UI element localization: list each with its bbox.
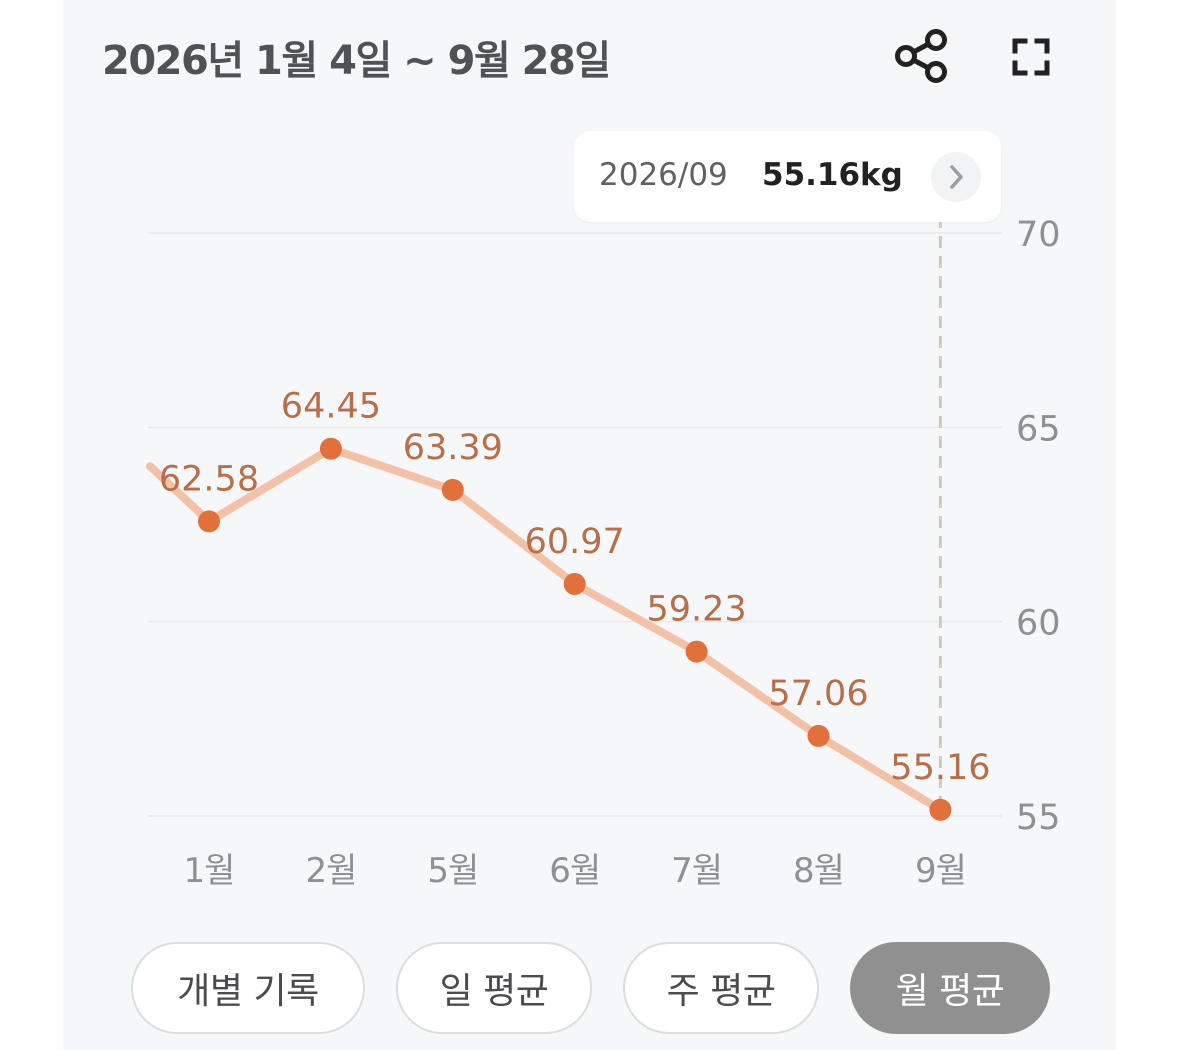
x-tick-label: 7월 — [671, 851, 722, 891]
data-label: 64.45 — [281, 387, 381, 427]
data-point — [685, 640, 708, 663]
data-point — [198, 510, 220, 533]
x-tick-label: 1월 — [184, 851, 235, 891]
data-point — [929, 798, 952, 821]
data-point — [807, 724, 830, 747]
x-tick-label: 5월 — [427, 851, 478, 891]
date-range-title: 2026년 1월 4일 ~ 9월 28일 — [102, 38, 611, 84]
share-button[interactable] — [890, 24, 954, 88]
tab-daily-average[interactable]: 일 평균 — [396, 942, 592, 1034]
selected-value-tooltip: 2026/09 55.16kg — [574, 131, 1001, 222]
chevron-right-icon — [950, 165, 963, 189]
tooltip-detail-button[interactable] — [931, 152, 981, 202]
x-tick-label: 2월 — [305, 851, 356, 891]
data-label: 63.39 — [403, 428, 503, 468]
tab-weekly-average[interactable]: 주 평균 — [623, 942, 819, 1034]
tab-monthly-average[interactable]: 월 평균 — [850, 942, 1050, 1034]
y-tick-label: 55 — [1016, 798, 1061, 838]
y-tick-label: 70 — [1016, 215, 1061, 255]
share-icon — [895, 29, 947, 83]
data-label: 60.97 — [525, 522, 625, 562]
data-label: 57.06 — [768, 674, 868, 714]
x-tick-label: 8월 — [793, 851, 844, 891]
data-label: 62.58 — [159, 459, 259, 499]
data-label: 59.23 — [646, 590, 746, 630]
tab-individual-records[interactable]: 개별 기록 — [131, 942, 365, 1034]
series-line — [146, 444, 945, 814]
tooltip-date: 2026/09 — [599, 157, 728, 193]
y-tick-label: 65 — [1016, 409, 1061, 449]
fullscreen-button[interactable] — [1002, 28, 1060, 86]
data-point — [319, 437, 342, 460]
data-label: 55.16 — [890, 748, 990, 788]
y-tick-label: 60 — [1016, 604, 1061, 644]
data-point — [563, 572, 586, 595]
x-tick-label: 6월 — [549, 851, 600, 891]
fullscreen-icon — [1012, 38, 1050, 76]
tooltip-value: 55.16kg — [762, 157, 903, 193]
data-point — [441, 478, 464, 501]
x-tick-label: 9월 — [915, 851, 966, 891]
